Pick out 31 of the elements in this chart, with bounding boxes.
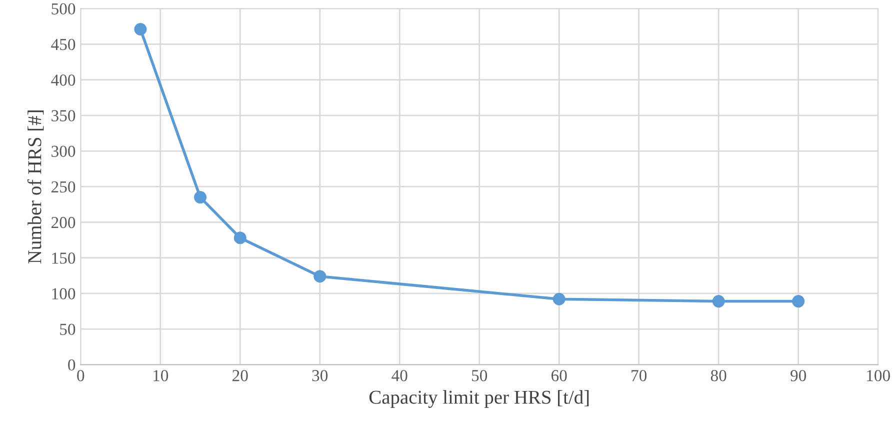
point — [314, 270, 326, 283]
y-tick-label: 250 — [52, 181, 76, 193]
point — [234, 232, 246, 244]
x-tick-label: 40 — [392, 370, 408, 382]
x-tick-label: 100 — [867, 370, 890, 382]
x-tick-label: 90 — [790, 370, 806, 382]
x-tick-label: 10 — [154, 370, 168, 382]
x-tick-label: 0 — [77, 370, 84, 382]
y-tick-label: 500 — [52, 3, 76, 15]
x-tick-label: 50 — [472, 370, 488, 382]
x-axis-title: Capacity limit per HRS [t/d] — [369, 390, 589, 408]
y-tick-label: 400 — [51, 74, 76, 86]
point — [552, 292, 566, 306]
y-tick-label: 100 — [52, 288, 76, 300]
x-tick-label: 30 — [312, 370, 328, 382]
y-tick-label: 0 — [68, 359, 76, 371]
x-tick-label: 20 — [232, 370, 248, 382]
x-tick-label: 70 — [632, 370, 647, 382]
x-tick-label: 60 — [551, 370, 567, 382]
x-tick-label: 80 — [710, 370, 726, 382]
y-tick-label: 50 — [60, 324, 76, 335]
y-tick-label: 200 — [52, 216, 76, 228]
y-tick-label: 150 — [52, 252, 76, 264]
y-tick-label: 300 — [52, 146, 76, 157]
point — [792, 295, 805, 308]
y-tick-label: 350 — [52, 110, 76, 122]
y-tick-label: 450 — [51, 38, 76, 50]
point — [134, 22, 147, 36]
point — [712, 295, 725, 308]
point — [194, 191, 207, 204]
y-axis-title: Number of HRS [#] — [27, 110, 44, 264]
